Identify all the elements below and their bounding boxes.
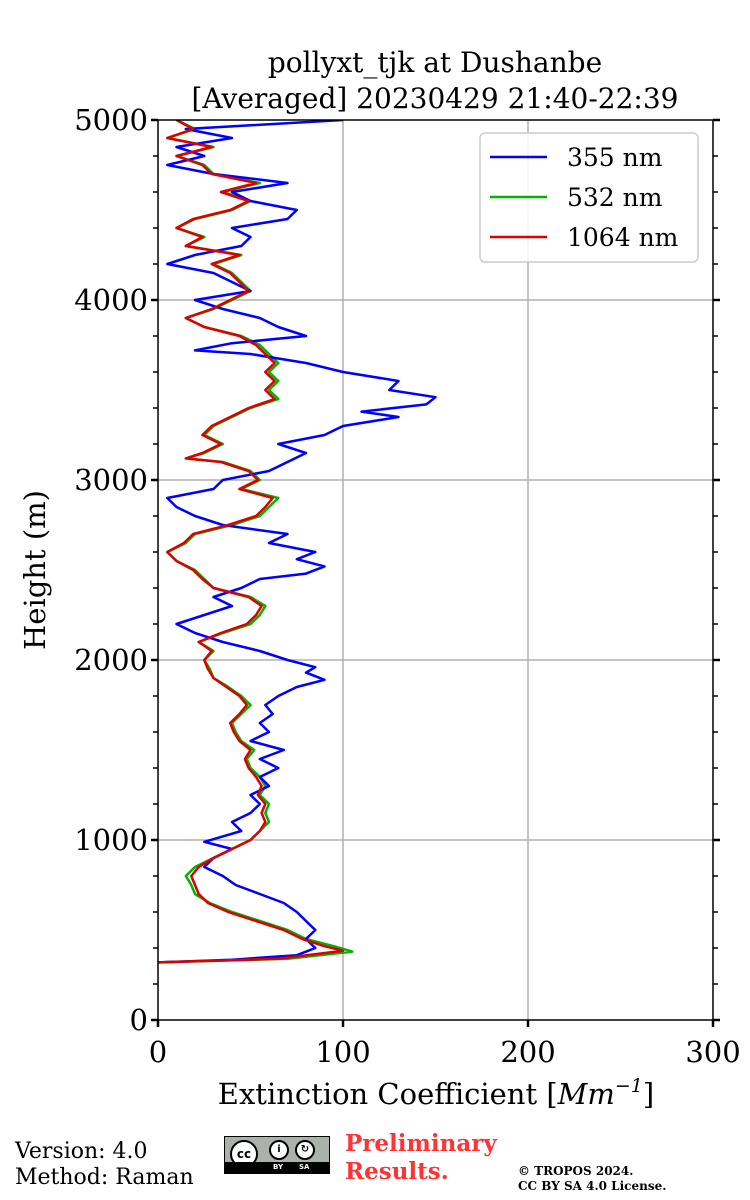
version-text: Version: 4.0: [15, 1139, 148, 1164]
x-tick-label-0: 0: [149, 1035, 167, 1069]
preliminary-results-note: Preliminary Results.: [345, 1130, 497, 1186]
method-text: Method: Raman: [15, 1165, 194, 1190]
legend: 355 nm 532 nm 1064 nm: [479, 132, 699, 263]
plot-frame: [157, 119, 714, 1021]
chart-title-line2: [Averaged] 20230429 21:40-22:39: [192, 82, 679, 115]
y-tick-label-5: 5000: [74, 103, 148, 137]
plot-area: [158, 120, 437, 964]
preliminary-line1: Preliminary: [345, 1130, 497, 1157]
legend-label-1064-nm: 1064 nm: [567, 223, 679, 252]
extinction-profile-chart: pollyxt_tjk at Dushanbe [Averaged] 20230…: [18, 46, 741, 1111]
x-tick-label-3: 300: [685, 1035, 740, 1069]
y-axis-label: Height (m): [18, 490, 52, 650]
legend-label-532-nm: 532 nm: [567, 183, 663, 212]
axis-ticks: [151, 118, 720, 1027]
copyright-line2: CC BY SA 4.0 License.: [518, 1179, 667, 1193]
series-line-355-nm: [158, 120, 437, 964]
legend-label-355-nm: 355 nm: [567, 143, 663, 172]
share-alike-icon: ↻: [295, 1140, 315, 1160]
x-tick-label-2: 200: [500, 1035, 555, 1069]
attribution-icon: i: [269, 1140, 289, 1160]
series-line-1064-nm: [158, 120, 345, 964]
copyright-note: © TROPOS 2024. CC BY SA 4.0 License.: [518, 1164, 666, 1194]
y-tick-label-2: 2000: [74, 643, 148, 677]
preliminary-line2: Results.: [345, 1158, 449, 1185]
chart-title-line1: pollyxt_tjk at Dushanbe: [268, 46, 602, 79]
y-tick-label-3: 3000: [74, 463, 148, 497]
footer-info: Version: 4.0 Method: Raman: [15, 1139, 194, 1191]
x-tick-label-1: 100: [315, 1035, 370, 1069]
legend-box: [479, 132, 699, 263]
y-tick-label-4: 4000: [74, 283, 148, 317]
cc-badge-bar: [225, 1162, 329, 1173]
cc-sa-label: SA: [299, 1163, 310, 1171]
copyright-line1: © TROPOS 2024.: [518, 1164, 634, 1178]
y-tick-label-1: 1000: [74, 823, 148, 857]
x-axis-label: Extinction Coefficient [Mm−1]: [218, 1075, 654, 1111]
cc-license-badge: cc i ↻ BY SA: [224, 1136, 330, 1174]
series-lines: [158, 120, 437, 964]
cc-by-label: BY: [273, 1163, 284, 1171]
y-tick-label-0: 0: [130, 1003, 148, 1037]
